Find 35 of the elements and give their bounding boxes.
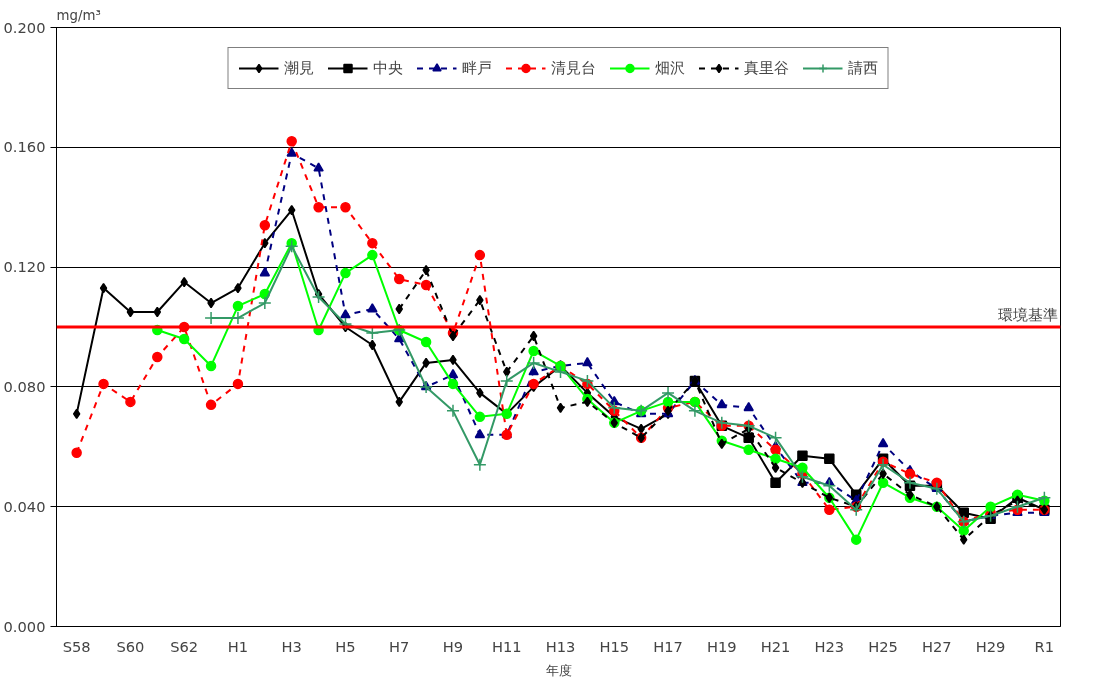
legend-label: 真里谷	[743, 58, 789, 78]
x-tick-label: S58	[62, 637, 91, 655]
x-tick-label: H23	[814, 637, 845, 655]
x-tick-label: H21	[760, 637, 791, 655]
x-tick-label: H25	[868, 637, 898, 655]
x-tick-label: H27	[922, 637, 952, 655]
legend-label: 請西	[847, 58, 878, 78]
x-axis-title: 年度	[545, 662, 572, 678]
x-tick-label: H13	[545, 637, 576, 655]
legend-label: 中央	[372, 58, 403, 78]
x-tick-label: H9	[442, 637, 464, 655]
x-tick-label: H11	[491, 637, 522, 655]
x-tick-label: H7	[389, 637, 410, 655]
x-tick-label: H15	[599, 637, 630, 655]
x-tick-label: S60	[116, 637, 145, 655]
y-tick-label: 0.160	[3, 138, 46, 156]
y-tick-label: 0.000	[3, 617, 46, 635]
x-tick-label: H1	[227, 637, 249, 655]
legend-label: 清見台	[550, 58, 596, 78]
y-tick-label: 0.120	[3, 258, 46, 276]
y-axis-title: mg/m³	[56, 7, 101, 23]
y-tick-label: 0.080	[3, 377, 46, 395]
x-tick-label: H3	[281, 637, 302, 655]
legend-label: 畑沢	[654, 58, 685, 78]
x-tick-label: H5	[335, 637, 356, 655]
legend-label: 畔戸	[461, 58, 492, 78]
x-tick-label: R1	[1034, 637, 1055, 655]
x-tick-label: H19	[706, 637, 737, 655]
legend-label: 潮見	[283, 58, 314, 78]
x-tick-label: H17	[653, 637, 683, 655]
y-tick-label: 0.200	[3, 18, 46, 36]
ref-line-label: 環境基準	[997, 306, 1058, 323]
x-tick-label: S62	[170, 637, 199, 655]
y-tick-label: 0.040	[3, 497, 46, 515]
x-tick-label: H29	[975, 637, 1006, 655]
